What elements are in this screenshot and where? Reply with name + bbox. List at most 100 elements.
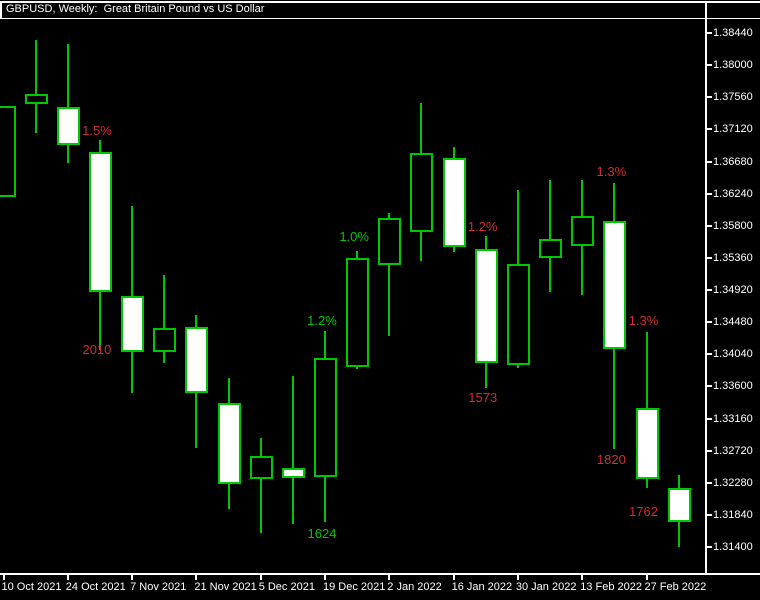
price-tick: [707, 128, 712, 131]
date-tick: [452, 575, 455, 580]
candle-body: [153, 327, 177, 352]
candle-body: [0, 106, 16, 198]
annotation-label: 1820: [596, 451, 626, 467]
candle-wick: [163, 274, 166, 363]
candle-body: [667, 487, 691, 522]
candle-body: [539, 239, 563, 258]
date-tick-label: 30 Jan 2022: [515, 581, 577, 593]
date-tick: [324, 575, 326, 580]
price-tick-label: 1.37560: [713, 91, 753, 104]
price-tick: [707, 96, 712, 99]
date-tick-label: 21 Nov 2021: [194, 581, 257, 593]
price-tick: [707, 385, 712, 388]
title-separator-line: [0, 18, 760, 19]
price-tick: [707, 513, 712, 516]
date-tick: [66, 575, 69, 580]
candle-wick: [291, 375, 294, 524]
price-axis-line: [705, 1, 707, 575]
annotation-label: 1.2%: [307, 312, 337, 328]
date-tick-label: 27 Feb 2022: [644, 581, 707, 593]
date-tick-label: 24 Oct 2021: [65, 581, 126, 593]
price-tick-label: 1.33160: [713, 412, 753, 425]
candle-body: [88, 152, 112, 292]
price-tick: [707, 449, 712, 452]
price-tick: [707, 160, 712, 163]
date-tick: [516, 575, 519, 580]
price-tick-label: 1.36680: [713, 155, 753, 168]
window-top-border: [0, 1, 760, 3]
price-tick-label: 1.32280: [713, 476, 753, 489]
annotation-label: 1.0%: [339, 229, 369, 244]
date-tick: [2, 575, 5, 580]
price-tick: [707, 353, 712, 356]
candle-body: [410, 153, 434, 232]
price-tick-label: 1.32720: [713, 444, 753, 457]
candle-body: [185, 326, 209, 393]
price-tick: [707, 32, 712, 34]
candle-wick: [66, 44, 69, 164]
candle-body: [314, 357, 337, 477]
price-tick-label: 1.33600: [713, 380, 753, 393]
date-tick: [645, 575, 648, 580]
chart-plot-area[interactable]: 1.5% 2010 1.2% 1624 1.0% 1.2% 1573 1.3% 1820 1.3%…: [0, 0, 707, 573]
annotation-label: 1762: [629, 503, 658, 519]
date-tick: [195, 575, 198, 580]
annotation-label: 1.2%: [467, 219, 498, 235]
candle-body: [346, 258, 370, 368]
candle-wick: [549, 179, 552, 292]
candle-body: [635, 407, 659, 479]
candle-body: [442, 157, 466, 247]
price-tick: [707, 417, 712, 420]
candle-wick: [259, 437, 262, 533]
candle-body: [571, 216, 595, 247]
price-tick: [707, 481, 712, 484]
candle-body: [378, 218, 402, 266]
price-tick: [707, 546, 712, 548]
candle-body: [603, 221, 627, 349]
annotation-label: 1.3%: [628, 312, 659, 328]
candle-wick: [34, 40, 37, 134]
date-tick-label: 7 Nov 2021: [130, 581, 187, 593]
annotation-label: 1624: [307, 525, 337, 541]
price-tick-label: 1.34920: [713, 284, 753, 296]
price-tick: [707, 321, 712, 324]
candle-body: [474, 249, 498, 363]
candle-body: [217, 402, 241, 484]
price-tick-label: 1.31840: [713, 508, 753, 521]
date-tick-label: 2 Jan 2022: [387, 581, 442, 593]
price-tick: [707, 224, 712, 227]
date-tick-label: 5 Dec 2021: [258, 581, 315, 593]
price-axis[interactable]: 1.38440 1.38000 1.37560 1.37120 1.36680 1.362…: [707, 0, 760, 573]
candle-body: [281, 467, 305, 478]
price-tick-label: 1.35800: [713, 219, 753, 232]
annotation-label: 2010: [82, 342, 112, 357]
price-tick-label: 1.38440: [713, 27, 753, 39]
date-tick-label: 16 Jan 2022: [451, 581, 513, 593]
candle-body: [24, 94, 48, 104]
price-tick-label: 1.34480: [713, 316, 753, 329]
candle-body: [121, 295, 145, 352]
date-tick: [388, 575, 391, 580]
date-tick: [581, 575, 584, 580]
date-tick: [131, 575, 134, 580]
price-tick: [707, 256, 712, 259]
date-tick: [259, 575, 262, 580]
date-tick-label: 10 Oct 2021: [1, 581, 62, 593]
time-axis-line: [0, 573, 760, 575]
price-tick-label: 1.38000: [713, 59, 753, 72]
price-tick: [707, 192, 712, 195]
price-tick: [707, 289, 712, 291]
candle-body: [56, 107, 80, 145]
date-tick-label: 19 Dec 2021: [323, 581, 386, 593]
candle-body: [249, 455, 273, 479]
price-tick: [707, 64, 712, 67]
annotation-label: 1573: [468, 389, 498, 405]
price-tick-label: 1.36240: [713, 187, 753, 200]
price-tick-label: 1.31400: [713, 541, 753, 553]
time-axis[interactable]: 10 Oct 2021 24 Oct 2021 7 Nov 2021 21 Nov 2…: [0, 575, 760, 600]
price-tick-label: 1.37120: [713, 123, 753, 136]
candle-wick: [388, 212, 391, 336]
date-tick-label: 13 Feb 2022: [580, 581, 642, 593]
title-left-border: [0, 1, 2, 19]
